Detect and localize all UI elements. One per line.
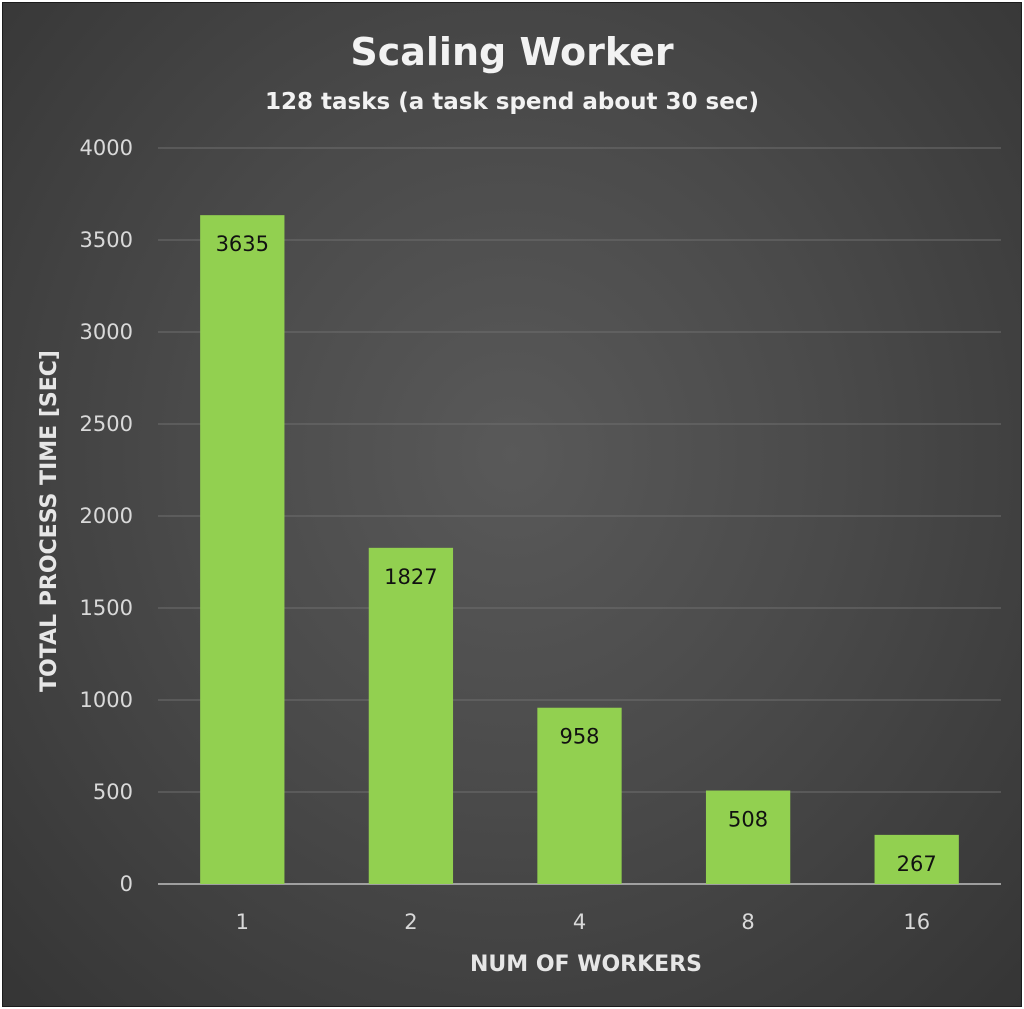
data-label: 508 xyxy=(728,808,768,832)
bar-4 xyxy=(537,707,622,884)
x-tick-label: 4 xyxy=(573,910,586,934)
data-labels: 3635 1827 958 508 267 xyxy=(216,232,937,876)
chart-subtitle: 128 tasks (a task spend about 30 sec) xyxy=(265,89,759,115)
y-tick-label: 1000 xyxy=(80,688,133,712)
bar-8 xyxy=(705,790,791,884)
bar-16 xyxy=(874,834,959,884)
data-label: 958 xyxy=(559,725,599,749)
data-label: 1827 xyxy=(384,565,437,589)
y-tick-label: 2500 xyxy=(80,412,133,436)
y-tick-label: 3000 xyxy=(80,320,133,344)
y-tick-label: 4000 xyxy=(80,136,133,160)
chart-title: Scaling Worker xyxy=(350,30,674,74)
x-tick-label: 8 xyxy=(741,910,754,934)
data-label: 3635 xyxy=(216,232,269,256)
x-axis-title: NUM OF WORKERS xyxy=(470,952,702,977)
bar-chart: Scaling Worker 128 tasks (a task spend a… xyxy=(37,30,1001,977)
bars xyxy=(200,215,959,884)
x-tick-label: 1 xyxy=(236,910,249,934)
y-tick-label: 0 xyxy=(120,872,133,896)
y-axis-ticks: 0 500 1000 1500 2000 2500 3000 3500 4000 xyxy=(80,136,133,896)
y-tick-label: 3500 xyxy=(80,228,133,252)
y-tick-label: 500 xyxy=(93,780,133,804)
x-tick-label: 16 xyxy=(903,910,930,934)
x-tick-label: 2 xyxy=(404,910,417,934)
y-tick-label: 1500 xyxy=(80,596,133,620)
data-label: 267 xyxy=(897,852,937,876)
y-axis-title: TOTAL PROCESS TIME [SEC] xyxy=(37,350,62,692)
bar-1 xyxy=(200,215,285,884)
y-tick-label: 2000 xyxy=(80,504,133,528)
bar-2 xyxy=(368,547,454,884)
x-axis-ticks: 1 2 4 8 16 xyxy=(236,910,930,934)
